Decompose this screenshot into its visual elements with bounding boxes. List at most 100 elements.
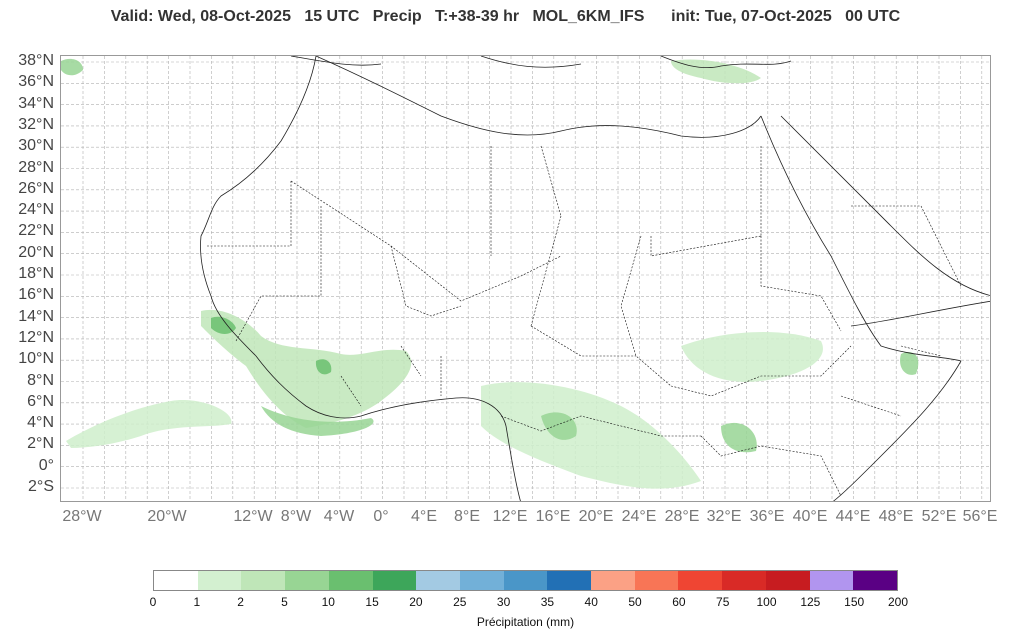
colorbar-segment [591, 571, 635, 590]
precip-atlantic [66, 400, 232, 448]
latitude-label: 6°N [27, 392, 54, 410]
border-6 [650, 235, 762, 257]
mediterranean-coast [315, 56, 762, 138]
colorbar-tick-label: 60 [672, 595, 686, 609]
colorbar-tick-label: 15 [365, 595, 379, 609]
latitude-label: 2°N [27, 435, 54, 453]
colorbar-segment [809, 571, 854, 590]
colorbar-tick-label: 150 [844, 595, 865, 609]
arabia-coast [780, 115, 990, 296]
precip-west-africa [201, 309, 412, 428]
colorbar-segment [328, 571, 373, 590]
latitude-label: 4°N [27, 414, 54, 432]
colorbar-tick-label: 1 [193, 595, 201, 609]
precip-areas [61, 58, 919, 489]
title-init: init: Tue, 07-Oct-2025 [671, 8, 832, 25]
longitude-label: 4°W [323, 508, 355, 525]
red-sea-coast [760, 115, 962, 362]
latitude-label: 10°N [18, 350, 54, 368]
map-title: Valid: Wed, 08-Oct-2025 15 UTC Precip T:… [0, 8, 1011, 26]
title-model: MOL_6KM_IFS [532, 8, 645, 25]
latitude-label: 18°N [18, 265, 54, 282]
border-14 [851, 205, 962, 287]
border-3 [235, 206, 322, 342]
longitude-label: 32°E [706, 508, 742, 525]
colorbar-tick-label: 0 [149, 595, 157, 609]
colorbar-tick-label: 10 [321, 595, 335, 609]
latitude-label: 36°N [18, 73, 54, 91]
colorbar-segment [503, 571, 548, 590]
latitude-label: 38°N [18, 52, 54, 69]
colorbar-tick-label: 30 [496, 595, 511, 609]
colorbar-tick-label: 75 [716, 595, 730, 609]
precip-congo [541, 412, 577, 440]
latitude-label: 26°N [18, 179, 54, 197]
colorbar-segment [547, 571, 592, 590]
east-africa-coast [832, 360, 962, 501]
longitude-label: 0° [373, 508, 389, 525]
colorbar-tick-label: 5 [281, 595, 288, 609]
colorbar-tick-label: 25 [453, 595, 467, 609]
longitude-label: 40°E [792, 508, 828, 525]
border-2 [290, 180, 562, 302]
colorbar-segment [678, 571, 723, 590]
border-4 [390, 245, 462, 317]
longitude-label: 16°E [535, 508, 571, 525]
europe-coast [290, 56, 792, 69]
border-7 [620, 235, 672, 387]
colorbar-segment [197, 571, 242, 590]
precip-somalia [900, 352, 919, 375]
border-13 [540, 145, 762, 236]
colorbar-segment [634, 571, 679, 590]
longitude-label: 12°W [233, 508, 273, 525]
precip-gulf-coast [261, 406, 374, 436]
colorbar-segment [853, 571, 897, 590]
colorbar-tick-label: 200 [887, 595, 909, 609]
borders [206, 145, 962, 497]
colorbar-segment [372, 571, 417, 590]
longitude-label: 12°E [492, 508, 528, 525]
longitude-label: 20°W [147, 508, 187, 525]
latitude-label: 16°N [18, 286, 54, 304]
title-hour: 15 UTC [304, 8, 360, 25]
border-5 [490, 146, 562, 327]
latitude-label: 14°N [18, 307, 54, 325]
border-9 [670, 345, 852, 397]
precipitation-map [60, 55, 991, 502]
latitude-label: 22°N [18, 222, 54, 240]
longitude-label: 28°E [664, 508, 700, 525]
colorbar-segment [765, 571, 810, 590]
precip-iberia [61, 58, 83, 76]
colorbar-tick-label: 20 [409, 595, 423, 609]
longitude-label: 20°E [578, 508, 614, 525]
colorbar-segment [416, 571, 460, 590]
longitude-label: 48°E [878, 508, 914, 525]
longitude-label: 56°E [962, 508, 998, 525]
longitude-label: 4°E [411, 508, 437, 525]
border-15 [340, 345, 442, 407]
precip-colorbar [153, 570, 898, 591]
coastlines [200, 56, 990, 501]
title-lead: T:+38-39 hr [435, 8, 520, 25]
border-10 [530, 325, 636, 357]
border-16 [840, 345, 942, 417]
border-12 [700, 435, 842, 497]
precip-ivory-core [315, 359, 332, 375]
longitude-label: 28°W [62, 508, 102, 525]
border-11 [500, 415, 701, 437]
longitude-label: 44°E [835, 508, 871, 525]
colorbar-tick-label: 125 [800, 595, 821, 609]
latitude-label: 2°S [28, 478, 54, 495]
longitude-label: 8°E [454, 508, 480, 525]
precip-mediterranean [671, 59, 761, 84]
longitude-label: 8°W [280, 508, 312, 525]
title-variable: Precip [372, 8, 422, 25]
latitude-label: 30°N [18, 137, 54, 155]
longitude-label: 24°E [621, 508, 657, 525]
longitude-label: 52°E [921, 508, 957, 525]
africa-coastline [200, 56, 521, 501]
latitude-label: 28°N [18, 158, 54, 176]
colorbar-segment [241, 571, 286, 590]
latitude-label: 0° [38, 456, 54, 474]
latitude-label: 24°N [18, 201, 54, 219]
